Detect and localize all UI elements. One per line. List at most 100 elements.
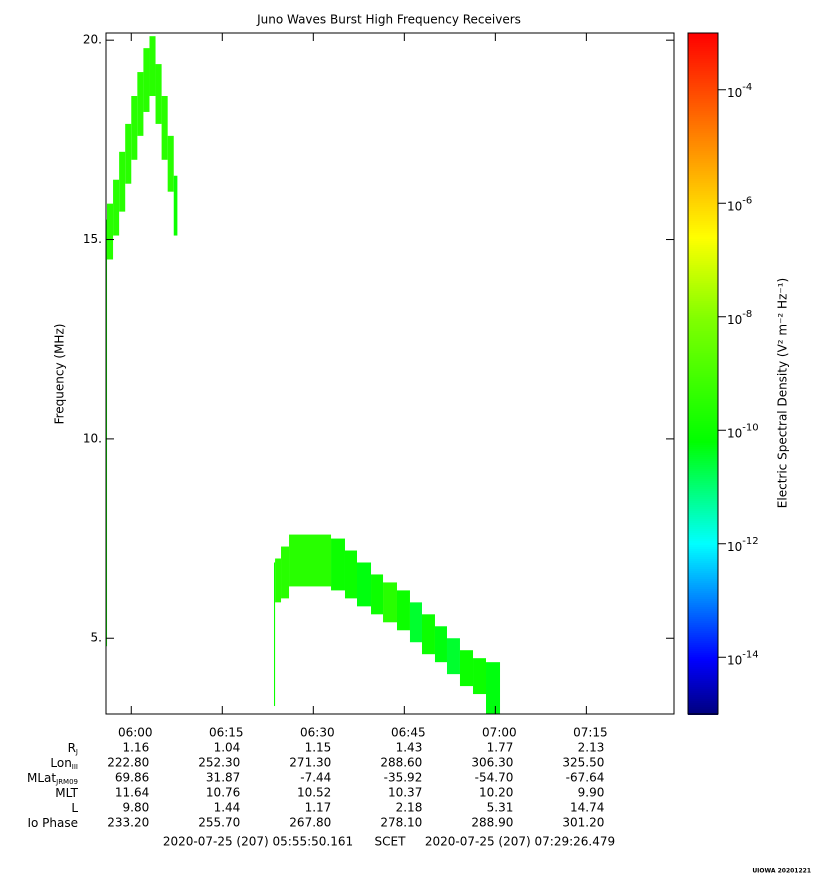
ephemeris-label-sub: III — [72, 763, 78, 771]
colorbar-swatch — [688, 403, 718, 405]
ephemeris-value: 1.16 — [123, 741, 150, 755]
colorbar-swatch — [688, 187, 718, 189]
colorbar-swatch — [688, 411, 718, 413]
colorbar-swatch — [688, 353, 718, 355]
colorbar-swatch — [688, 433, 718, 435]
colorbar-swatch — [688, 503, 718, 505]
ephemeris-value: 10.52 — [297, 786, 331, 800]
colorbar-tick-base: 10 — [727, 426, 742, 440]
colorbar-swatch — [688, 135, 718, 137]
colorbar-swatch — [688, 297, 718, 299]
colorbar-swatch — [688, 291, 718, 293]
colorbar-swatch — [688, 687, 718, 689]
ephemeris-label: Io Phase — [27, 816, 78, 830]
colorbar-swatch — [688, 533, 718, 535]
ephemeris-value: 325.50 — [562, 756, 604, 770]
colorbar-swatch — [688, 133, 718, 135]
colorbar-swatch — [688, 495, 718, 497]
colorbar-swatch — [688, 139, 718, 141]
colorbar-swatch — [688, 217, 718, 219]
colorbar-swatch — [688, 637, 718, 639]
colorbar-swatch — [688, 237, 718, 239]
ephemeris-label: MLatJRM09 — [27, 771, 78, 787]
colorbar-swatch — [688, 269, 718, 271]
colorbar-swatch — [688, 471, 718, 473]
spectrogram-cell — [281, 546, 290, 599]
colorbar-swatch — [688, 529, 718, 531]
colorbar-swatch — [688, 189, 718, 191]
colorbar-swatch — [688, 499, 718, 501]
colorbar-swatch — [688, 287, 718, 289]
colorbar-swatch — [688, 601, 718, 603]
ephemeris-value: 2.13 — [578, 741, 605, 755]
spectrogram-cell — [106, 219, 108, 647]
ephemeris-value: 306.30 — [471, 756, 513, 770]
colorbar-swatch — [688, 157, 718, 159]
colorbar-swatch — [688, 649, 718, 651]
colorbar-swatch — [688, 143, 718, 145]
colorbar-swatch — [688, 677, 718, 679]
ephemeris-value: 267.80 — [289, 816, 331, 830]
colorbar-frame — [687, 32, 719, 715]
colorbar-swatch — [688, 507, 718, 509]
colorbar-swatch — [688, 225, 718, 227]
colorbar-swatch — [688, 577, 718, 579]
colorbar-swatch — [688, 497, 718, 499]
spectrogram-cell — [125, 123, 132, 184]
colorbar-swatch — [688, 67, 718, 69]
ephemeris-value: -54.70 — [475, 771, 514, 785]
colorbar-tick-exponent: -14 — [742, 649, 758, 660]
colorbar-swatch — [688, 527, 718, 529]
colorbar-swatch — [688, 467, 718, 469]
colorbar-swatch — [688, 493, 718, 495]
x-tick-label: 06:15 — [209, 726, 244, 740]
colorbar-swatch — [688, 401, 718, 403]
colorbar-swatch — [688, 55, 718, 57]
colorbar-swatch — [688, 227, 718, 229]
colorbar-swatch — [688, 399, 718, 401]
colorbar-swatch — [688, 541, 718, 543]
colorbar-swatch — [688, 431, 718, 433]
colorbar-swatch — [688, 565, 718, 567]
colorbar-swatch — [688, 335, 718, 337]
colorbar-swatch — [688, 263, 718, 265]
colorbar-swatch — [688, 111, 718, 113]
colorbar-swatch — [688, 539, 718, 541]
colorbar-swatch — [688, 683, 718, 685]
ephemeris-value: 252.30 — [198, 756, 240, 770]
colorbar-swatch — [688, 509, 718, 511]
colorbar-swatch — [688, 77, 718, 79]
colorbar-swatch — [688, 193, 718, 195]
colorbar-swatch — [688, 351, 718, 353]
colorbar-swatch — [688, 633, 718, 635]
colorbar-swatch — [688, 209, 718, 211]
colorbar-swatch — [688, 489, 718, 491]
colorbar-swatch — [688, 215, 718, 217]
colorbar-swatch — [688, 89, 718, 91]
colorbar-swatch — [688, 585, 718, 587]
colorbar-swatch — [688, 181, 718, 183]
colorbar-swatch — [688, 319, 718, 321]
colorbar-swatch — [688, 567, 718, 569]
y-tick-label: 5. — [91, 631, 102, 645]
colorbar-swatch — [688, 73, 718, 75]
colorbar-swatch — [688, 373, 718, 375]
colorbar-swatch — [688, 457, 718, 459]
x-tick-label: 06:30 — [300, 726, 335, 740]
colorbar-swatch — [688, 405, 718, 407]
colorbar-swatch — [688, 165, 718, 167]
colorbar-swatch — [688, 147, 718, 149]
colorbar-swatch — [688, 589, 718, 591]
colorbar-swatch — [688, 571, 718, 573]
spectrogram-cell — [344, 550, 357, 599]
colorbar-swatch — [688, 333, 718, 335]
colorbar-swatch — [688, 537, 718, 539]
ephemeris-value: 10.20 — [479, 786, 513, 800]
colorbar-swatch — [688, 569, 718, 571]
colorbar-swatch — [688, 65, 718, 67]
colorbar-swatch — [688, 347, 718, 349]
colorbar-swatch — [688, 549, 718, 551]
colorbar-swatch — [688, 299, 718, 301]
colorbar-swatch — [688, 317, 718, 319]
colorbar-swatch — [688, 71, 718, 73]
